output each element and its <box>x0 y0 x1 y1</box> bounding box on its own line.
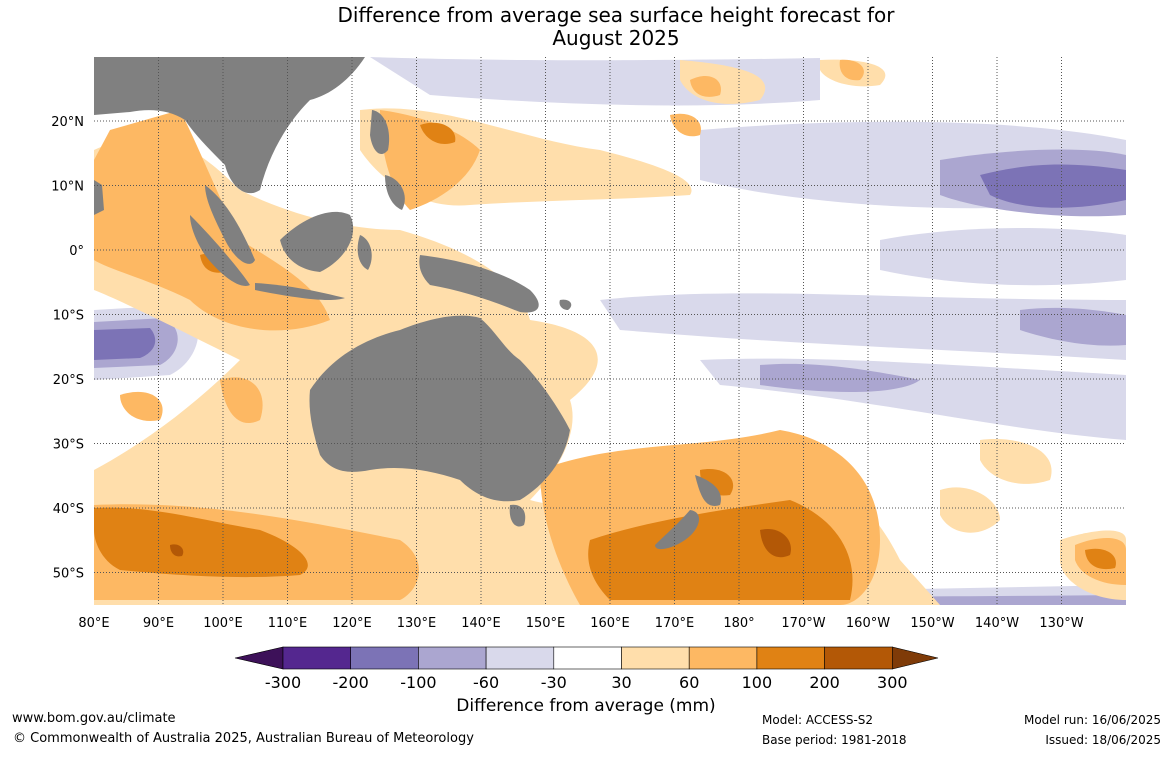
colorbar-arrow-high <box>891 646 939 670</box>
colorbar-segment <box>350 646 419 670</box>
solomon-islands <box>559 299 572 310</box>
colorbar-segment <box>553 646 622 670</box>
colorbar-segment <box>485 646 555 670</box>
colorbar-tick-label: 100 <box>742 673 773 692</box>
colorbar-tick-label: 200 <box>809 673 840 692</box>
lon-tick-label: 110°E <box>268 616 308 631</box>
nz-north-island <box>695 475 721 506</box>
title-line-2: August 2025 <box>552 26 680 50</box>
lon-tick-label: 170°W <box>781 616 825 631</box>
sri-lanka <box>94 180 104 215</box>
malay-peninsula <box>205 185 255 264</box>
colorbar-tick-label: -300 <box>265 673 301 692</box>
lon-tick-label: 160°E <box>590 616 630 631</box>
lat-tick-label: 10°N <box>51 180 84 195</box>
colorbar-tick-label: 300 <box>877 673 908 692</box>
colorbar-segment <box>756 646 825 670</box>
colorbar-segment <box>688 646 758 670</box>
colorbar-tick-label: -30 <box>541 673 567 692</box>
colorbar: -300 -200 -100 -60 -30 30 60 100 200 300 <box>234 646 939 692</box>
lat-tick-label: 10°S <box>53 309 84 324</box>
lon-tick-label: 140°W <box>975 616 1019 631</box>
sulawesi <box>357 235 372 270</box>
lon-tick-label: 170°E <box>655 616 695 631</box>
lon-tick-label: 90°E <box>143 616 174 631</box>
java <box>255 283 345 301</box>
sea-surface-height-map: 80°E 90°E 100°E 110°E 120°E 130°E 140°E 150°E 16… <box>51 57 1126 631</box>
mindanao <box>385 175 405 210</box>
colorbar-segment <box>282 646 351 670</box>
anomaly-strong-positive <box>94 122 1116 600</box>
lat-tick-label: 40°S <box>53 502 84 517</box>
lat-tick-label: 30°S <box>53 438 84 453</box>
tasmania <box>509 504 526 527</box>
website-link[interactable]: www.bom.gov.au/climate <box>12 711 176 726</box>
lon-tick-label: 130°W <box>1039 616 1083 631</box>
colorbar-tick-label: 60 <box>679 673 699 692</box>
lon-tick-label: 130°E <box>397 616 437 631</box>
lon-tick-label: 150°W <box>910 616 954 631</box>
asia-mainland <box>94 57 365 194</box>
lat-tick-label: 20°N <box>51 115 84 130</box>
lon-tick-label: 140°E <box>461 616 501 631</box>
lon-tick-label: 120°E <box>332 616 372 631</box>
lon-tick-label: 100°E <box>203 616 243 631</box>
lat-tick-label: 50°S <box>53 567 84 582</box>
land-masses <box>94 57 721 550</box>
colorbar-tick-label: 30 <box>611 673 631 692</box>
colorbar-tick-label: -200 <box>333 673 369 692</box>
new-guinea <box>419 255 539 313</box>
base-period: Base period: 1981-2018 <box>762 733 907 747</box>
nz-south-island <box>655 510 700 550</box>
chart-title: Difference from average sea surface heig… <box>0 4 1173 50</box>
colorbar-segment <box>418 646 487 670</box>
longitude-labels: 80°E 90°E 100°E 110°E 120°E 130°E 140°E 150°E 16… <box>78 616 1083 631</box>
anomaly-very-strong-positive <box>170 529 791 558</box>
lat-tick-label: 0° <box>69 244 84 259</box>
issued-date: Issued: 18/06/2025 <box>1045 733 1161 747</box>
colorbar-segment <box>621 646 690 670</box>
colorbar-arrow-low <box>234 646 284 670</box>
colorbar-tick-label: -60 <box>473 673 499 692</box>
colorbar-segment <box>824 646 893 670</box>
borneo <box>280 211 354 272</box>
lon-tick-label: 150°E <box>526 616 566 631</box>
colorbar-tick-label: -100 <box>400 673 436 692</box>
model-run-date: Model run: 16/06/2025 <box>1023 713 1161 727</box>
copyright-text: © Commonwealth of Australia 2025, Austra… <box>13 731 474 746</box>
gridlines <box>94 57 1126 605</box>
anomaly-strong-negative <box>94 164 1126 360</box>
australia <box>309 315 570 502</box>
lat-tick-label: 20°S <box>53 373 84 388</box>
colorbar-title: Difference from average (mm) <box>456 696 716 716</box>
luzon <box>370 110 390 155</box>
lon-tick-label: 180° <box>723 616 754 631</box>
model-name: Model: ACCESS-S2 <box>762 713 874 727</box>
latitude-labels: 20°N 10°N 0° 10°S 20°S 30°S 40°S 50°S <box>51 115 84 582</box>
title-line-1: Difference from average sea surface heig… <box>337 3 895 27</box>
lon-tick-label: 80°E <box>78 616 109 631</box>
lon-tick-label: 160°W <box>846 616 890 631</box>
